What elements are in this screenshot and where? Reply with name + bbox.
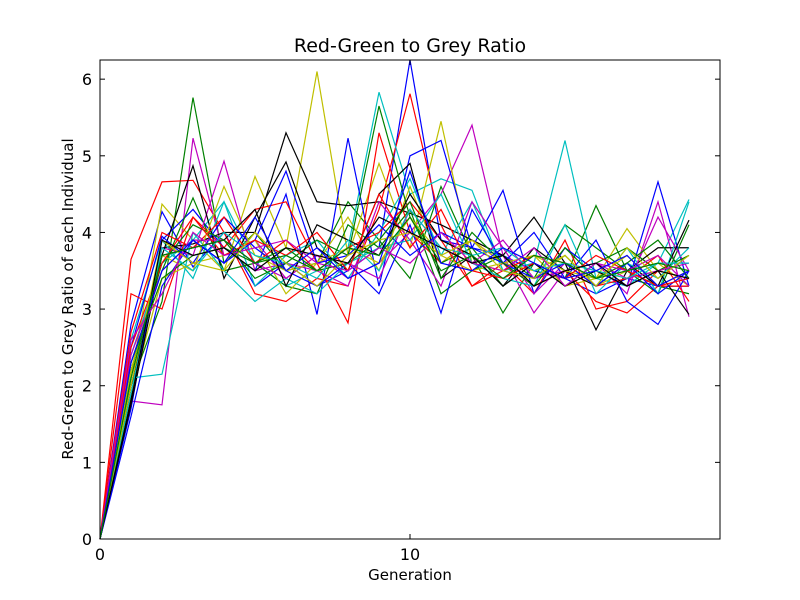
y-tick-label: 5: [82, 147, 92, 166]
y-tick-label: 4: [82, 223, 92, 242]
series-line-29: [99, 169, 690, 540]
y-axis-title: Red-Green to Grey Ratio of each Individu…: [59, 138, 77, 459]
ticks-layer: 0 10 0 1 2 3 4 5 6: [82, 60, 720, 564]
x-tick-label: 0: [95, 545, 105, 564]
x-axis-title: Generation: [368, 566, 452, 584]
series-line-30: [99, 216, 690, 540]
series-line-28: [99, 216, 690, 540]
series-line-24: [99, 192, 690, 540]
series-line-10: [99, 132, 689, 540]
y-tick-label: 6: [82, 70, 92, 89]
series-line-3: [99, 93, 690, 540]
x-tick-label: 10: [400, 545, 420, 564]
series-layer: [99, 59, 690, 540]
y-tick-label: 2: [82, 377, 92, 396]
y-tick-label: 1: [82, 453, 92, 472]
plot-area: [100, 60, 720, 539]
y-tick-label: 0: [82, 530, 92, 549]
y-tick-label: 3: [82, 300, 92, 319]
chart-title: Red-Green to Grey Ratio: [294, 35, 526, 57]
series-line-26: [99, 231, 690, 540]
series-line-4: [99, 92, 690, 540]
